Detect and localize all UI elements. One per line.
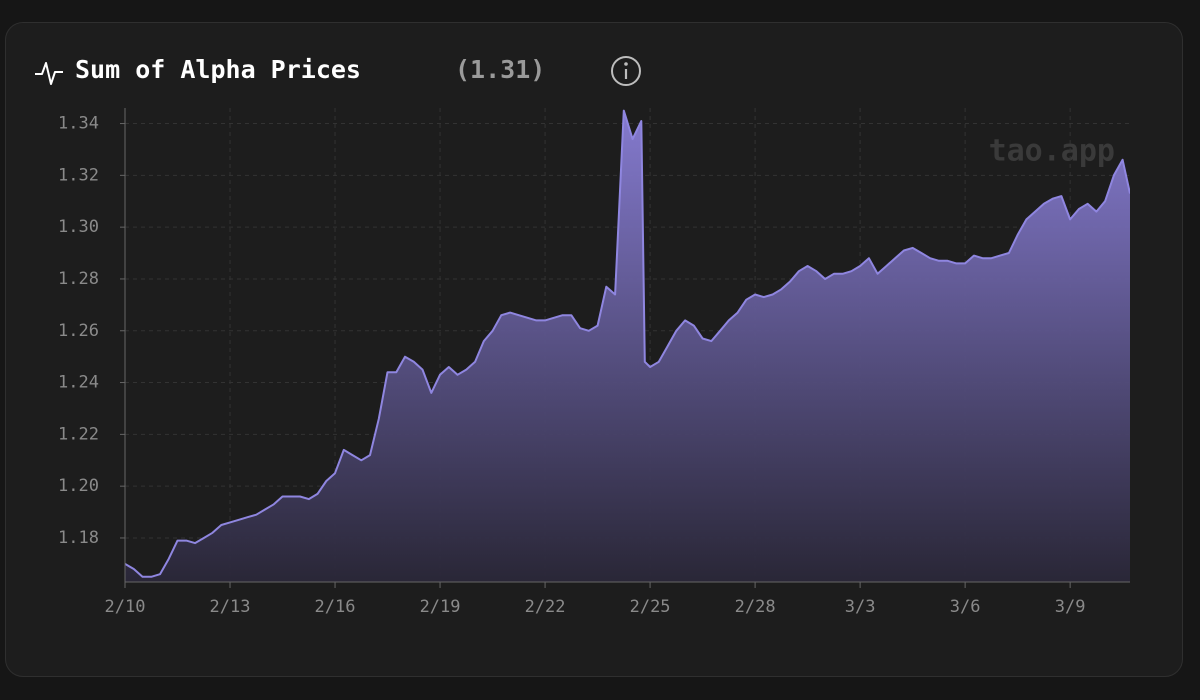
y-tick-label: 1.24 (58, 373, 99, 393)
y-tick-label: 1.28 (58, 269, 99, 289)
x-tick-label: 2/10 (105, 597, 146, 617)
x-tick-label: 3/3 (845, 597, 876, 617)
current-value: (1.31) (455, 55, 545, 84)
watermark: tao.app (989, 134, 1115, 169)
area-fill (125, 110, 1130, 582)
y-tick-label: 1.30 (58, 217, 99, 237)
y-tick-label: 1.32 (58, 165, 99, 185)
price-line (125, 109, 1130, 578)
x-tick-label: 2/28 (735, 597, 776, 617)
y-tick-label: 1.22 (58, 424, 99, 444)
x-tick-label: 3/6 (950, 597, 981, 617)
chart-title: Sum of Alpha Prices (75, 55, 361, 84)
y-tick-label: 1.18 (58, 528, 99, 548)
x-tick-label: 3/9 (1055, 597, 1086, 617)
y-tick-label: 1.26 (58, 321, 99, 341)
info-icon[interactable] (611, 56, 641, 86)
y-tick-label: 1.34 (58, 114, 99, 134)
x-tick-label: 2/16 (315, 597, 356, 617)
x-tick-label: 2/22 (525, 597, 566, 617)
y-tick-label: 1.20 (58, 476, 99, 496)
x-tick-label: 2/25 (630, 597, 671, 617)
x-tick-label: 2/19 (420, 597, 461, 617)
pulse-icon (35, 62, 63, 85)
x-tick-label: 2/13 (210, 597, 251, 617)
